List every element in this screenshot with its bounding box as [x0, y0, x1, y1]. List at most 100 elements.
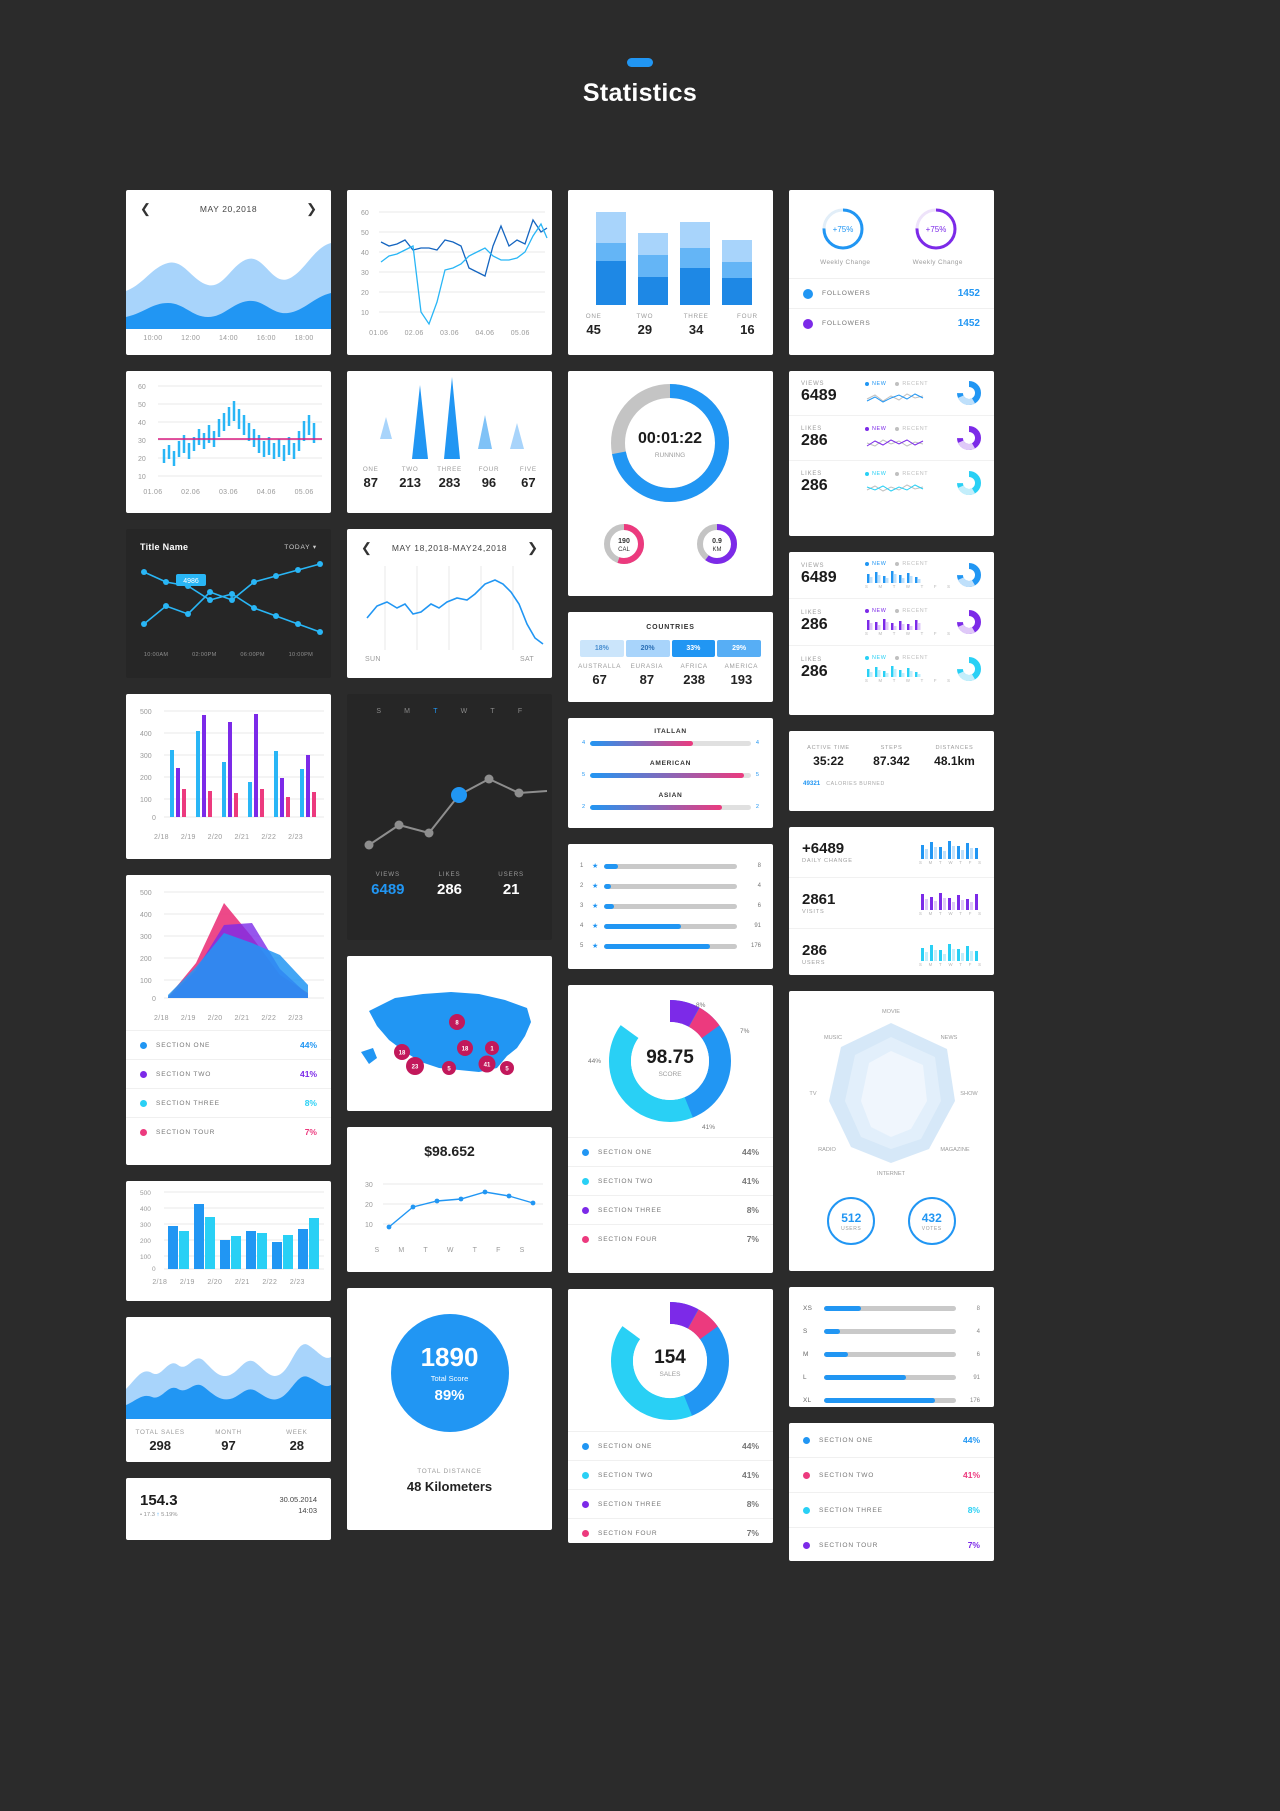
- map-marker-label: 5: [447, 1067, 451, 1073]
- stat-label: FOUR: [737, 313, 758, 320]
- kpi-tag-recent: RECENT: [895, 561, 928, 567]
- stat-value: 213: [399, 475, 421, 490]
- progress-track[interactable]: [604, 903, 737, 909]
- countries-stats: AUSTRALLA 67 EURASIA 87 AFRICA 238 AMERI…: [568, 657, 773, 697]
- language-item: AMERICAN 5 5: [568, 750, 773, 782]
- legend-value: 8%: [746, 1499, 759, 1509]
- axis-tick: 10:00PM: [288, 652, 314, 658]
- kpi-donut-icon: [957, 610, 981, 634]
- kpi-left: LIKES 286: [801, 610, 859, 634]
- stat-value: 87: [363, 475, 378, 490]
- card-languages: ITALLAN 4 4 AMERICAN 5 5: [568, 718, 773, 828]
- daily-change-value: 286: [802, 942, 828, 959]
- radar-axis-label: RADIO: [818, 1147, 836, 1153]
- column-3: ONE 45 TWO 29 THREE 34 FOUR 16 00:01:22: [568, 190, 773, 1561]
- svg-text:500: 500: [140, 1190, 151, 1197]
- next-arrow-icon[interactable]: ❯: [527, 540, 538, 555]
- progress-track[interactable]: [604, 863, 737, 869]
- progress-track[interactable]: [590, 804, 751, 810]
- axis-tick: 14:00: [218, 335, 238, 342]
- stacked-bars-chart: [596, 212, 752, 305]
- progress-track[interactable]: [824, 1329, 956, 1334]
- card-spikes: ONE 87 TWO 213 THREE 283 FOUR 96 FIVE 67: [347, 371, 552, 513]
- legend-label: SECTION THREE: [598, 1206, 662, 1214]
- score-center-value: 98.75: [646, 1047, 694, 1068]
- stat-value: 87.342: [873, 754, 910, 768]
- week-line-title: MAY 18,2018-MAY24,2018: [391, 542, 508, 553]
- radar-axis-label: MOVIE: [882, 1009, 900, 1015]
- score-center-label: SCORE: [658, 1071, 682, 1078]
- spikes-stats: ONE 87 TWO 213 THREE 283 FOUR 96 FIVE 67: [347, 466, 552, 502]
- today-dropdown[interactable]: TODAY ▾: [284, 544, 317, 551]
- daily-change-label: USERS: [802, 960, 826, 966]
- progress-track[interactable]: [604, 943, 737, 949]
- section-value: 7%: [967, 1540, 980, 1550]
- legend-dot-icon: [582, 1471, 589, 1479]
- stat-value: 298: [149, 1438, 172, 1453]
- svg-text:0: 0: [152, 996, 156, 1003]
- axis-tick: 2/21: [234, 1015, 250, 1022]
- stat-cell: TOTAL SALES 298: [126, 1429, 194, 1453]
- kpi-tag-recent: RECENT: [895, 426, 928, 432]
- calories-row: 49321 CALORIES BURNED: [789, 774, 994, 799]
- column-4: +75% Weekly Change +75% Weekly Change FO…: [789, 190, 994, 1561]
- kpi-mid: NEW RECENT: [865, 426, 950, 450]
- prev-arrow-icon[interactable]: ❮: [140, 201, 151, 216]
- kpi-label: LIKES: [801, 426, 823, 433]
- card-ratings: 1 ★ 8 2 ★ 4 3 ★ 6 4 ★ 91: [568, 844, 773, 969]
- rating-value: 8: [757, 863, 761, 869]
- kpi-tags: NEW RECENT: [865, 471, 950, 477]
- svg-text:0: 0: [152, 1266, 156, 1273]
- kpi-tag-recent: RECENT: [895, 471, 928, 477]
- axis-tick: SAT: [520, 656, 534, 663]
- star-icon: ★: [592, 943, 599, 950]
- card-sparkline-kpis: VIEWS 6489 NEW RECENT: [789, 371, 994, 536]
- progress-track[interactable]: [590, 772, 751, 778]
- dark-scatter-days: S M T W T F: [347, 694, 552, 717]
- progress-track[interactable]: [604, 923, 737, 929]
- week-line-chart: [366, 566, 544, 650]
- multiline-chart: 60 50 40 30 20 10: [361, 210, 548, 326]
- progress-track[interactable]: [824, 1306, 956, 1311]
- countries-title: COUNTRIES: [646, 624, 695, 631]
- progress-track[interactable]: [824, 1398, 956, 1403]
- legend-label: SECTION TOUR: [156, 1128, 216, 1136]
- stat-cell: AMERICA 193: [718, 663, 765, 687]
- total-left: 154.3 • 17.3 ↑ 5.19%: [140, 1492, 178, 1518]
- section-label: SECTION ONE: [819, 1436, 874, 1444]
- legend-value: 41%: [299, 1069, 317, 1079]
- kpi-row: VIEWS 6489 NEW RECENT: [789, 552, 994, 598]
- amount-value: $98.652: [424, 1143, 475, 1159]
- svg-text:200: 200: [140, 956, 152, 963]
- language-max: 4: [755, 740, 759, 746]
- prev-arrow-icon[interactable]: ❮: [361, 540, 372, 555]
- stat-label: AUSTRALLA: [578, 663, 622, 670]
- stat-cell: ONE 87: [351, 466, 390, 490]
- progress-track[interactable]: [824, 1352, 956, 1357]
- axis-tick: 2/19: [179, 1279, 195, 1286]
- kpi-value: 286: [801, 432, 828, 450]
- svg-text:100: 100: [140, 797, 152, 804]
- rating-number: 3: [580, 903, 584, 909]
- next-arrow-icon[interactable]: ❯: [306, 201, 317, 216]
- size-label: XL: [803, 1397, 812, 1404]
- kpi-donut-icon: [957, 657, 981, 681]
- map-marker-label: 41: [484, 1063, 491, 1069]
- svg-text:60: 60: [361, 210, 369, 217]
- progress-track[interactable]: [824, 1375, 956, 1380]
- language-max: 2: [755, 804, 759, 810]
- progress-track[interactable]: [604, 883, 737, 889]
- rating-number: 4: [580, 923, 584, 929]
- stat-cell: VIEWS 6489: [357, 871, 419, 898]
- sales-center-value: 154: [654, 1347, 686, 1368]
- svg-text:0: 0: [152, 815, 156, 822]
- radar-circles: 512 USERS 432 VOTES: [789, 1191, 994, 1263]
- score-number: 1890: [420, 1342, 479, 1372]
- axis-tick: 10:00: [143, 335, 163, 342]
- progress-track[interactable]: [590, 740, 751, 746]
- dark-scatter-stats: VIEWS 6489 LIKES 286 USERS 21: [347, 867, 552, 916]
- legend-value: 7%: [304, 1127, 317, 1137]
- language-bar: 4 4: [582, 740, 759, 746]
